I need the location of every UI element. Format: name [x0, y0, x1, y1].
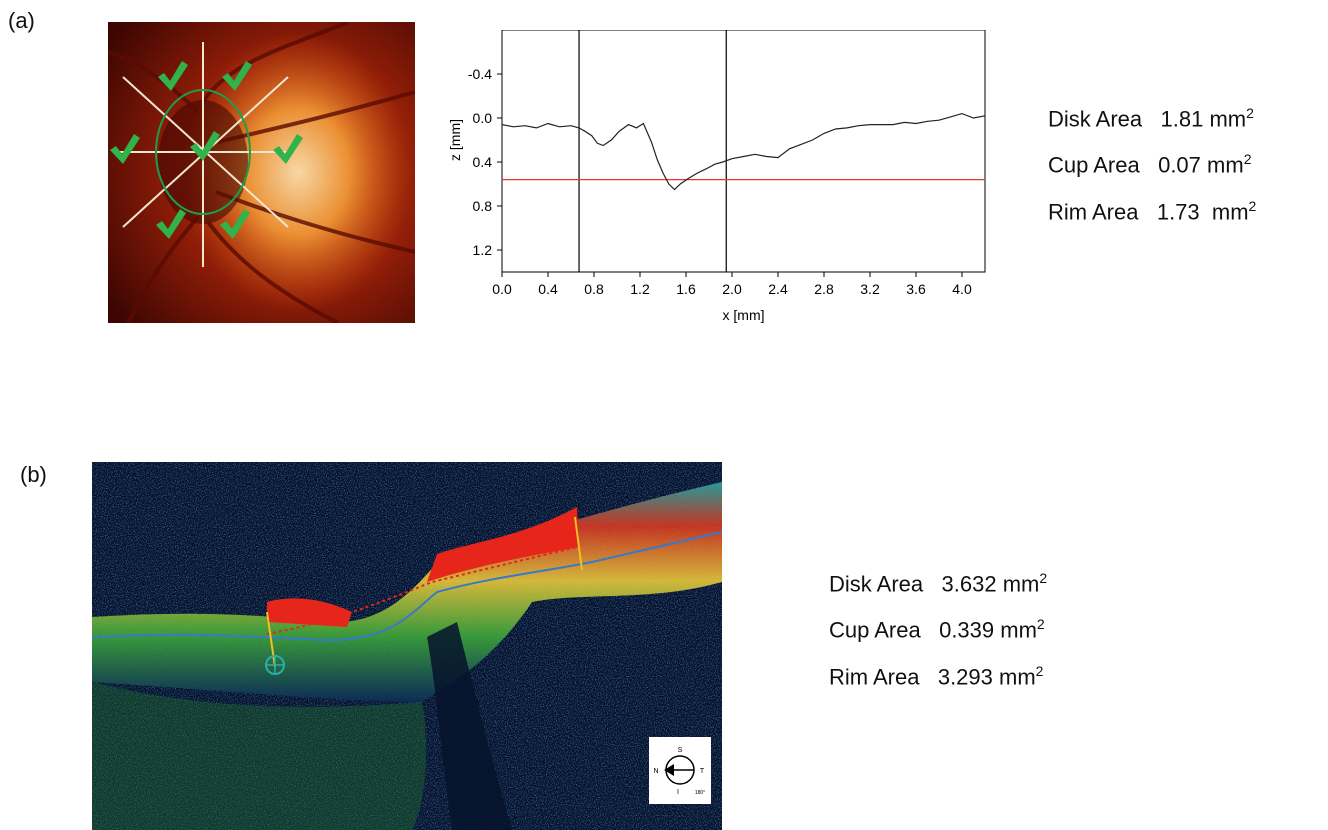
oct-bscan-image: S N T I 180°: [92, 462, 722, 830]
rpe-contour-line: [92, 531, 722, 642]
y-tick-label: -0.4: [468, 66, 492, 82]
checkmark-icon: [156, 209, 186, 239]
stats-panel-a: Disk Area 1.81 mm2 Cup Area 0.07 mm2 Rim…: [1048, 93, 1256, 232]
x-tick-label: 1.6: [676, 281, 696, 297]
retinal-vessels: [108, 22, 415, 323]
panel-b-label: (b): [20, 462, 47, 487]
arrow-left-icon: [664, 764, 674, 776]
checkmark-icon: [220, 209, 250, 239]
y-tick-label: 0.0: [473, 110, 493, 126]
x-tick-label: 2.4: [768, 281, 788, 297]
checkmark-icon: [110, 134, 140, 164]
profile-series-line: [501, 112, 986, 191]
rim-region-left: [267, 598, 352, 627]
compass-t: T: [700, 768, 705, 775]
disk-area-b: Disk Area 3.632 mm2: [829, 570, 1048, 597]
x-tick-label: 2.8: [814, 281, 834, 297]
x-tick-label: 3.6: [906, 281, 926, 297]
checkmark-icons: [110, 61, 303, 239]
x-tick-label: 0.0: [492, 281, 512, 297]
disc-boundary-marker-right: [574, 516, 583, 571]
choroid-layer: [92, 682, 427, 830]
x-tick-label: 1.2: [630, 281, 650, 297]
disk-area-a: Disk Area 1.81 mm2: [1048, 105, 1254, 132]
checkmark-icon: [158, 61, 188, 91]
x-tick-label: 3.2: [860, 281, 880, 297]
cup-shadow: [427, 622, 512, 830]
panel-a-label: (a): [8, 8, 35, 33]
checkmark-icon: [222, 61, 252, 91]
rim-area-a: Rim Area 1.73 mm2: [1048, 197, 1257, 224]
y-tick-label: 0.4: [473, 154, 493, 170]
depth-profile-chart: 0.0 0.4 0.8 1.2 1.6 2.0 2.4 2.8 3.2 3.6 4.0 -0.4 0.0…: [447, 30, 986, 323]
y-axis-label: z [mm]: [447, 119, 463, 161]
x-axis-label: x [mm]: [723, 307, 765, 323]
checkmark-icon: [273, 134, 303, 164]
compass-s: S: [678, 747, 683, 754]
compass-n: N: [653, 768, 658, 775]
cup-area-a: Cup Area 0.07 mm2: [1048, 151, 1252, 178]
orientation-compass: S N T I 180°: [649, 737, 711, 804]
fundus-image: [108, 22, 415, 323]
compass-angle: 180°: [695, 790, 705, 796]
cup-area-b: Cup Area 0.339 mm2: [829, 616, 1045, 643]
x-tick-label: 4.0: [952, 281, 972, 297]
checkmark-icon: [190, 131, 220, 161]
y-tick-label: 1.2: [473, 242, 493, 258]
y-tick-label: 0.8: [473, 198, 493, 214]
stats-panel-b: Disk Area 3.632 mm2 Cup Area 0.339 mm2 R…: [829, 558, 1047, 697]
rim-region-right: [427, 507, 579, 582]
disc-boundary-marker-left: [266, 611, 276, 668]
plot-frame: [501, 30, 986, 273]
x-tick-label: 0.8: [584, 281, 604, 297]
x-tick-label: 0.4: [538, 281, 558, 297]
compass-i: I: [677, 789, 679, 796]
disc-margin-outline: [155, 89, 251, 215]
reference-plane-line: [266, 546, 578, 635]
rim-area-b: Rim Area 3.293 mm2: [829, 662, 1044, 689]
x-tick-label: 2.0: [722, 281, 742, 297]
